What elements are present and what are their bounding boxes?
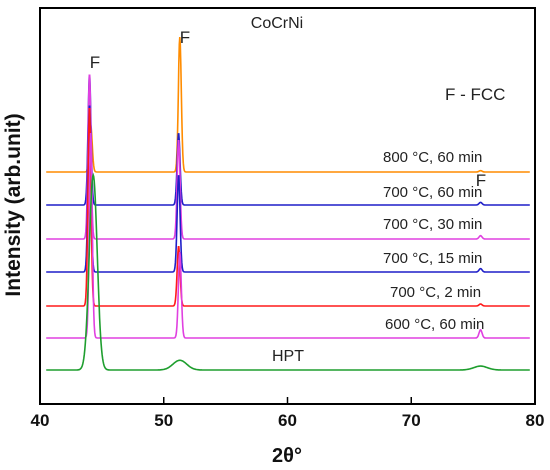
series-line xyxy=(46,132,530,339)
series-line xyxy=(46,75,530,206)
series-label: 600 °C, 60 min xyxy=(385,316,484,333)
peak-marker-f: F xyxy=(90,53,100,72)
x-tick-label: 40 xyxy=(31,411,50,430)
phase-legend-note: F - FCC xyxy=(445,85,505,104)
series-label: 800 °C, 60 min xyxy=(383,149,482,166)
series-label: 700 °C, 60 min xyxy=(383,184,482,201)
series-line xyxy=(46,74,530,240)
series-line xyxy=(46,172,530,371)
peak-marker-f: F xyxy=(476,171,486,190)
series-label: 700 °C, 2 min xyxy=(390,284,481,301)
series-labels: 800 °C, 60 min 700 °C, 60 min 700 °C, 30 m… xyxy=(272,149,484,365)
peak-marker-f: F xyxy=(180,28,190,47)
y-axis-label: Intensity (arb.unit) xyxy=(2,113,25,296)
series-label: 700 °C, 15 min xyxy=(383,250,482,267)
x-tick-label: 50 xyxy=(154,411,173,430)
peak-markers: F F F xyxy=(90,28,486,190)
series-label: HPT xyxy=(272,348,304,365)
series-label: 700 °C, 30 min xyxy=(383,216,482,233)
x-tick-label: 70 xyxy=(402,411,421,430)
x-axis-label: 2θ° xyxy=(272,445,302,467)
chart-title: CoCrNi xyxy=(251,15,303,32)
plot-frame xyxy=(39,7,536,405)
x-axis-ticks: 40 50 60 70 80 xyxy=(31,397,545,430)
series-line xyxy=(46,105,530,273)
series-line xyxy=(46,36,530,173)
series-line xyxy=(46,108,530,307)
series-traces xyxy=(46,36,530,371)
x-tick-label: 60 xyxy=(278,411,297,430)
x-tick-label: 80 xyxy=(526,411,545,430)
